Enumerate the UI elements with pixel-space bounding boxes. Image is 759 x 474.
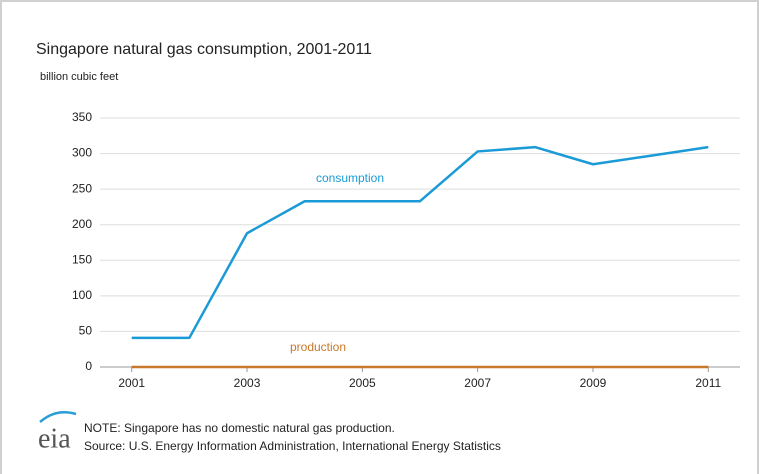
y-tick-label: 150	[72, 252, 92, 266]
x-tick-label: 2011	[695, 376, 721, 390]
series-line	[131, 145, 709, 340]
x-tick-label: 2005	[349, 376, 376, 390]
logo: eia	[38, 423, 71, 454]
source: Source: U.S. Energy Information Administ…	[84, 439, 501, 453]
series-label: production	[290, 340, 346, 354]
y-tick-label: 250	[72, 181, 92, 195]
note: NOTE: Singapore has no domestic natural …	[84, 421, 395, 435]
y-tick-label: 200	[72, 217, 92, 231]
y-tick-label: 350	[72, 110, 92, 124]
y-tick-label: 100	[72, 288, 92, 302]
chart-title: Singapore natural gas consumption, 2001-…	[36, 41, 372, 58]
series-label: consumption	[316, 171, 384, 185]
y-tick-label: 50	[79, 324, 93, 338]
x-tick-label: 2009	[580, 376, 607, 390]
x-tick-label: 2001	[118, 376, 145, 390]
logo-arc	[39, 411, 77, 423]
chart-subtitle: billion cubic feet	[40, 71, 118, 83]
x-tick-label: 2007	[464, 376, 491, 390]
x-tick-label: 2003	[234, 376, 261, 390]
y-tick-label: 300	[72, 146, 92, 160]
y-tick-label: 0	[85, 359, 92, 373]
